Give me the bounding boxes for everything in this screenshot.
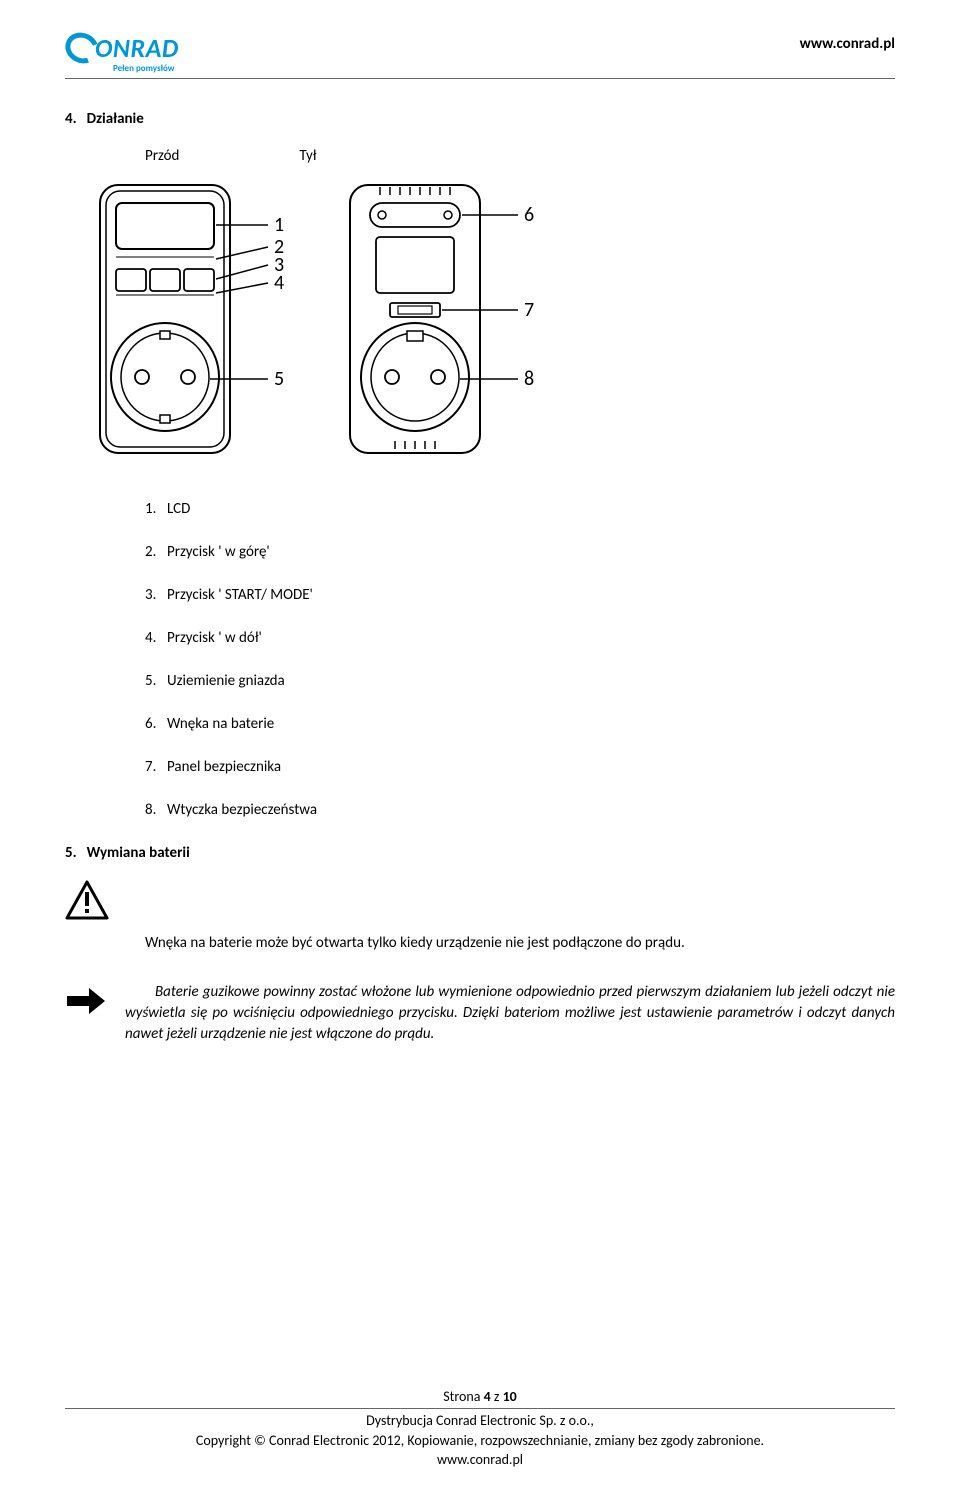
list-item: Panel bezpiecznika bbox=[167, 757, 281, 778]
list-num: 1. bbox=[145, 499, 167, 520]
view-labels-row: Przód Tył bbox=[145, 146, 895, 167]
back-label: Tył bbox=[299, 146, 316, 167]
device-back-diagram: 6 7 8 bbox=[340, 179, 550, 459]
list-item: Przycisk ' w dół' bbox=[167, 628, 262, 649]
callout-4: 4 bbox=[274, 271, 284, 295]
list-item: Uziemienie gniazda bbox=[167, 671, 285, 692]
warning-text: Wnęka na baterie może być otwarta tylko … bbox=[145, 933, 895, 954]
section-4-num: 4. bbox=[65, 110, 77, 128]
note-block: Baterie guzikowe powinny zostać włożone … bbox=[65, 982, 895, 1065]
callout-8: 8 bbox=[524, 367, 534, 391]
section-4-heading: Działanie bbox=[87, 110, 144, 128]
page-number: Strona 4 z 10 bbox=[65, 1387, 895, 1407]
section-4-title: 4. Działanie bbox=[65, 109, 895, 130]
footer-url: www.conrad.pl bbox=[65, 1450, 895, 1470]
list-num: 4. bbox=[145, 628, 167, 649]
header-url: www.conrad.pl bbox=[800, 34, 895, 55]
list-num: 3. bbox=[145, 585, 167, 606]
footer-copy: Copyright © Conrad Electronic 2012, Kopi… bbox=[65, 1431, 895, 1451]
list-num: 5. bbox=[145, 671, 167, 692]
callout-7: 7 bbox=[524, 298, 534, 322]
list-num: 7. bbox=[145, 757, 167, 778]
callout-5: 5 bbox=[274, 367, 284, 391]
list-item: LCD bbox=[167, 499, 190, 520]
device-diagrams: 1 2 3 4 5 bbox=[90, 179, 895, 459]
brand-logo: ONRAD Pełen pomysłów bbox=[65, 30, 179, 76]
section-5-num: 5. bbox=[65, 844, 77, 862]
page-header: ONRAD Pełen pomysłów www.conrad.pl bbox=[65, 30, 895, 79]
callout-6: 6 bbox=[524, 203, 534, 227]
list-num: 2. bbox=[145, 542, 167, 563]
arrow-icon bbox=[65, 986, 107, 1016]
logo-tagline: Pełen pomysłów bbox=[113, 63, 179, 76]
logo-wordmark: ONRAD bbox=[95, 30, 179, 66]
list-num: 8. bbox=[145, 800, 167, 821]
note-text: Baterie guzikowe powinny zostać włożone … bbox=[125, 982, 895, 1045]
front-label: Przód bbox=[145, 146, 179, 167]
list-item: Wnęka na baterie bbox=[167, 714, 274, 735]
list-item: Przycisk ' START/ MODE' bbox=[167, 585, 313, 606]
warning-icon bbox=[65, 880, 109, 920]
section-5-heading: Wymiana baterii bbox=[87, 844, 190, 862]
warning-block: Wnęka na baterie może być otwarta tylko … bbox=[65, 880, 895, 954]
footer-dist: Dystrybucja Conrad Electronic Sp. z o.o.… bbox=[65, 1411, 895, 1431]
list-num: 6. bbox=[145, 714, 167, 735]
section-5-title: 5. Wymiana baterii bbox=[65, 843, 895, 864]
list-item: Wtyczka bezpieczeństwa bbox=[167, 800, 317, 821]
device-front-diagram: 1 2 3 4 5 bbox=[90, 179, 300, 459]
parts-list: 1.LCD 2.Przycisk ' w górę' 3.Przycisk ' … bbox=[145, 499, 895, 821]
page-footer: Strona 4 z 10 Dystrybucja Conrad Electro… bbox=[65, 1387, 895, 1470]
list-item: Przycisk ' w górę' bbox=[167, 542, 270, 563]
callout-1: 1 bbox=[274, 213, 284, 237]
